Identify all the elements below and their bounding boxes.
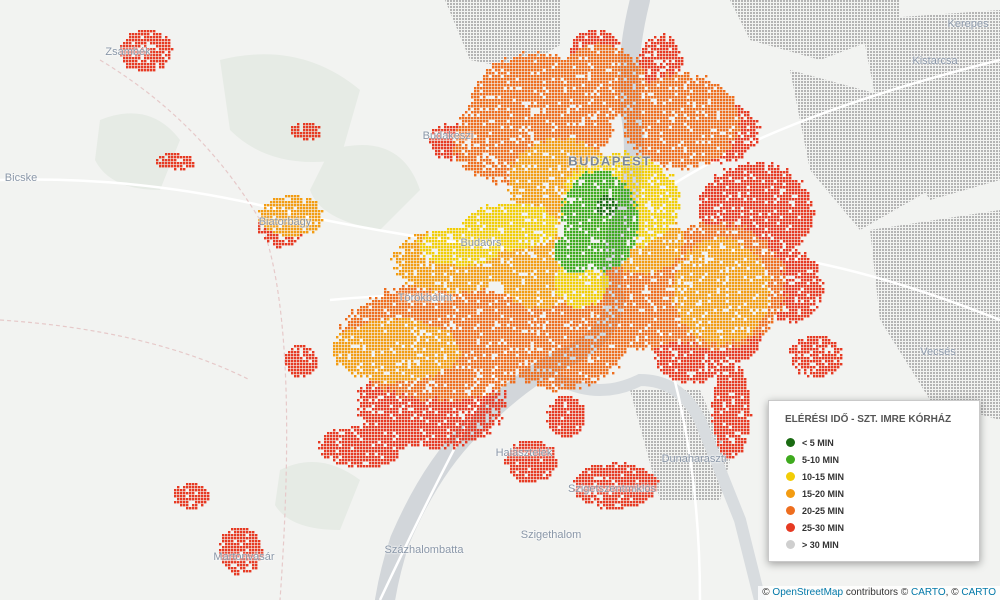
legend-swatch-icon bbox=[786, 472, 795, 481]
legend-label: 10-15 MIN bbox=[802, 471, 845, 482]
legend-label: 5-10 MIN bbox=[802, 454, 840, 465]
copyright-symbol: © bbox=[762, 587, 770, 598]
legend-swatch-icon bbox=[786, 455, 795, 464]
map-attribution: © OpenStreetMap contributors © CARTO, © … bbox=[758, 586, 1000, 600]
legend-swatch-icon bbox=[786, 540, 795, 549]
legend-label: > 30 MIN bbox=[802, 539, 839, 550]
map-legend: ELÉRÉSI IDŐ - SZT. IMRE KÓRHÁZ < 5 MIN 5… bbox=[768, 400, 980, 562]
copyright-symbol: © bbox=[900, 587, 909, 598]
danube-branch bbox=[554, 373, 766, 600]
park-areas bbox=[95, 54, 420, 530]
osm-link[interactable]: OpenStreetMap bbox=[772, 587, 844, 598]
legend-item-gt30: > 30 MIN bbox=[786, 536, 969, 553]
carto-link-2[interactable]: CARTO bbox=[961, 587, 996, 598]
legend-item-5-10: 5-10 MIN bbox=[786, 451, 969, 468]
legend-swatch-icon bbox=[786, 506, 795, 515]
attribution-contributors: contributors bbox=[845, 587, 899, 598]
isochrone-cells bbox=[120, 30, 843, 576]
legend-item-20-25: 20-25 MIN bbox=[786, 502, 969, 519]
legend-item-10-15: 10-15 MIN bbox=[786, 468, 969, 485]
rail-lines bbox=[0, 59, 288, 600]
legend-item-lt5: < 5 MIN bbox=[786, 434, 969, 451]
legend-label: 20-25 MIN bbox=[802, 505, 845, 516]
legend-item-25-30: 25-30 MIN bbox=[786, 519, 969, 536]
legend-swatch-icon bbox=[786, 489, 795, 498]
legend-list: < 5 MIN 5-10 MIN 10-15 MIN 15-20 MIN 20-… bbox=[779, 434, 969, 553]
legend-item-15-20: 15-20 MIN bbox=[786, 485, 969, 502]
legend-label: 25-30 MIN bbox=[802, 522, 845, 533]
legend-swatch-icon bbox=[786, 523, 795, 532]
legend-title: ELÉRÉSI IDŐ - SZT. IMRE KÓRHÁZ bbox=[785, 414, 952, 425]
carto-link[interactable]: CARTO bbox=[911, 587, 946, 598]
urban-areas bbox=[445, 0, 1000, 500]
copyright-symbol: © bbox=[951, 587, 959, 598]
legend-label: < 5 MIN bbox=[802, 437, 834, 448]
legend-swatch-icon bbox=[786, 438, 795, 447]
legend-label: 15-20 MIN bbox=[802, 488, 845, 499]
